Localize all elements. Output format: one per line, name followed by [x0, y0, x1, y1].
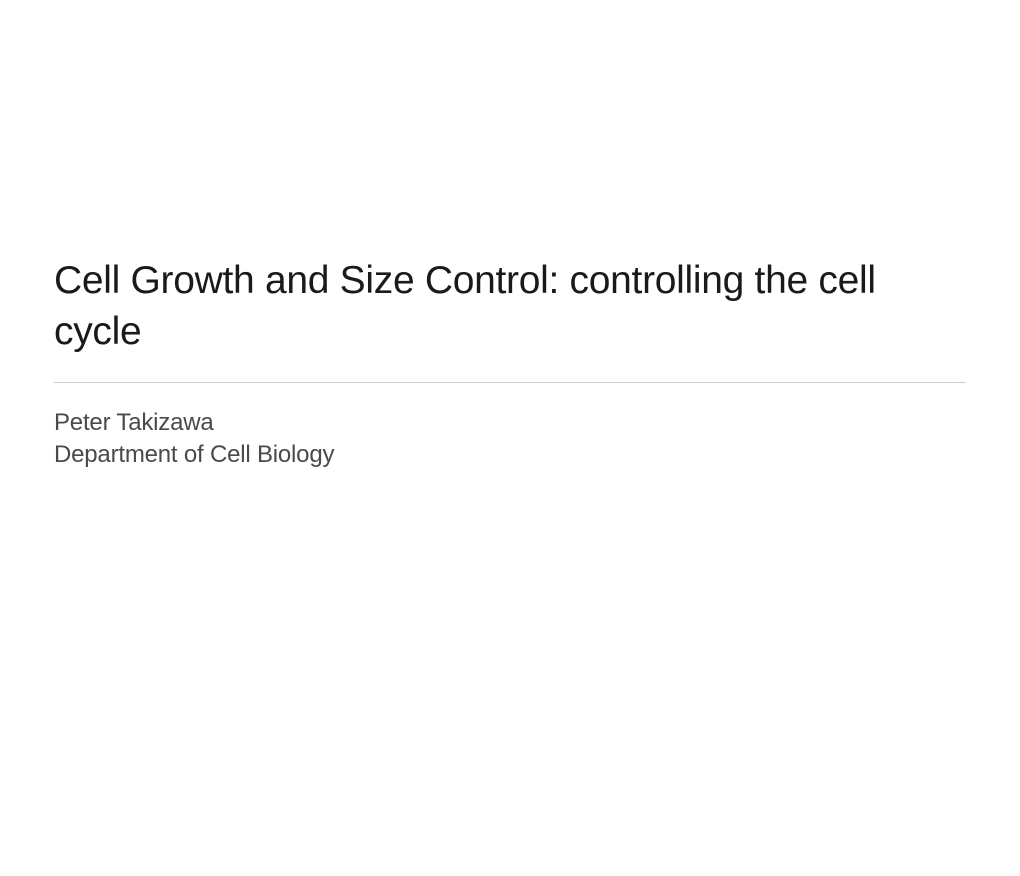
slide-container: Cell Growth and Size Control: controllin… — [0, 0, 1020, 876]
slide-title: Cell Growth and Size Control: controllin… — [54, 255, 966, 358]
author-name: Peter Takizawa — [54, 407, 966, 439]
department-name: Department of Cell Biology — [54, 439, 966, 471]
title-divider — [54, 382, 966, 383]
